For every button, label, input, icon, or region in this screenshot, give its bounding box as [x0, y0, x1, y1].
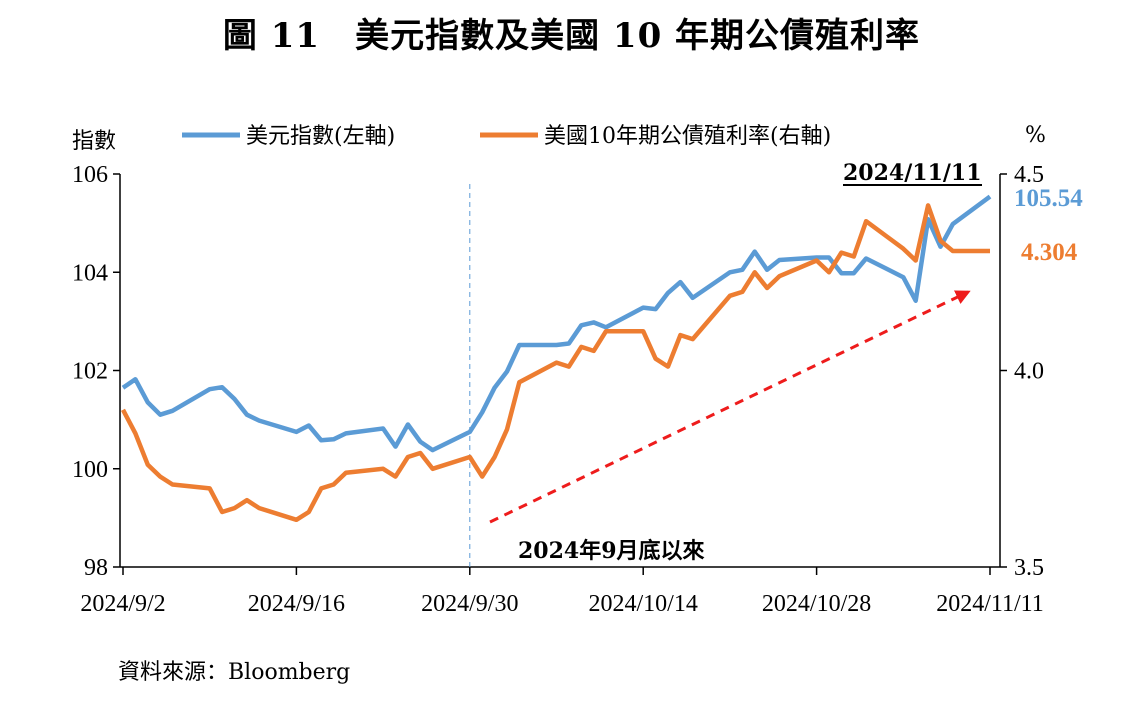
right-tick-label: 4.0 — [1014, 359, 1044, 385]
left-axis-label: 指數 — [72, 129, 116, 154]
trend-annotation: 2024年9月底以來 — [518, 538, 705, 564]
legend-label-us10y: 美國10年期公債殖利率(右軸) — [544, 124, 831, 149]
left-axis-ticks: 98 100 102 104 106 — [72, 162, 120, 581]
left-tick-label: 102 — [72, 359, 108, 385]
right-tick-label: 4.5 — [1014, 162, 1044, 188]
chart-title: 圖 11 美元指數及美國 10 年期公債殖利率 — [222, 16, 921, 56]
end-value-dxy: 105.54 — [1014, 185, 1083, 212]
x-tick-label: 2024/11/11 — [936, 591, 1044, 617]
end-value-us10y: 4.304 — [1021, 239, 1078, 266]
x-tick-label: 2024/10/28 — [762, 591, 871, 617]
x-axis-ticks: 2024/9/2 2024/9/16 2024/9/30 2024/10/14 2024… — [80, 567, 1044, 617]
x-tick-label: 2024/9/2 — [80, 591, 165, 617]
series-line-us10y — [121, 203, 990, 523]
source-note: 資料來源：Bloomberg — [118, 660, 351, 685]
x-tick-label: 2024/9/16 — [248, 591, 345, 617]
x-tick-label: 2024/9/30 — [421, 591, 518, 617]
left-tick-label: 106 — [72, 162, 108, 188]
left-tick-label: 104 — [72, 260, 108, 286]
x-tick-label: 2024/10/14 — [589, 591, 698, 617]
right-axis-ticks: 3.5 4.0 4.5 — [1000, 162, 1044, 581]
left-tick-label: 100 — [72, 457, 108, 483]
legend-label-dxy: 美元指數(左軸) — [246, 124, 395, 149]
date-annotation: 2024/11/11 — [843, 160, 982, 186]
trend-arrow — [489, 290, 971, 524]
right-tick-label: 3.5 — [1014, 555, 1044, 581]
left-tick-label: 98 — [84, 555, 108, 581]
right-axis-label: % — [1025, 123, 1046, 148]
series-line-dxy — [121, 194, 992, 453]
legend: 美元指數(左軸) 美國10年期公債殖利率(右軸) — [182, 124, 831, 149]
line-chart: 指數 % 美元指數(左軸) 美國10年期公債殖利率(右軸) 98 100 102 10… — [72, 123, 1083, 617]
axes — [119, 174, 1001, 568]
